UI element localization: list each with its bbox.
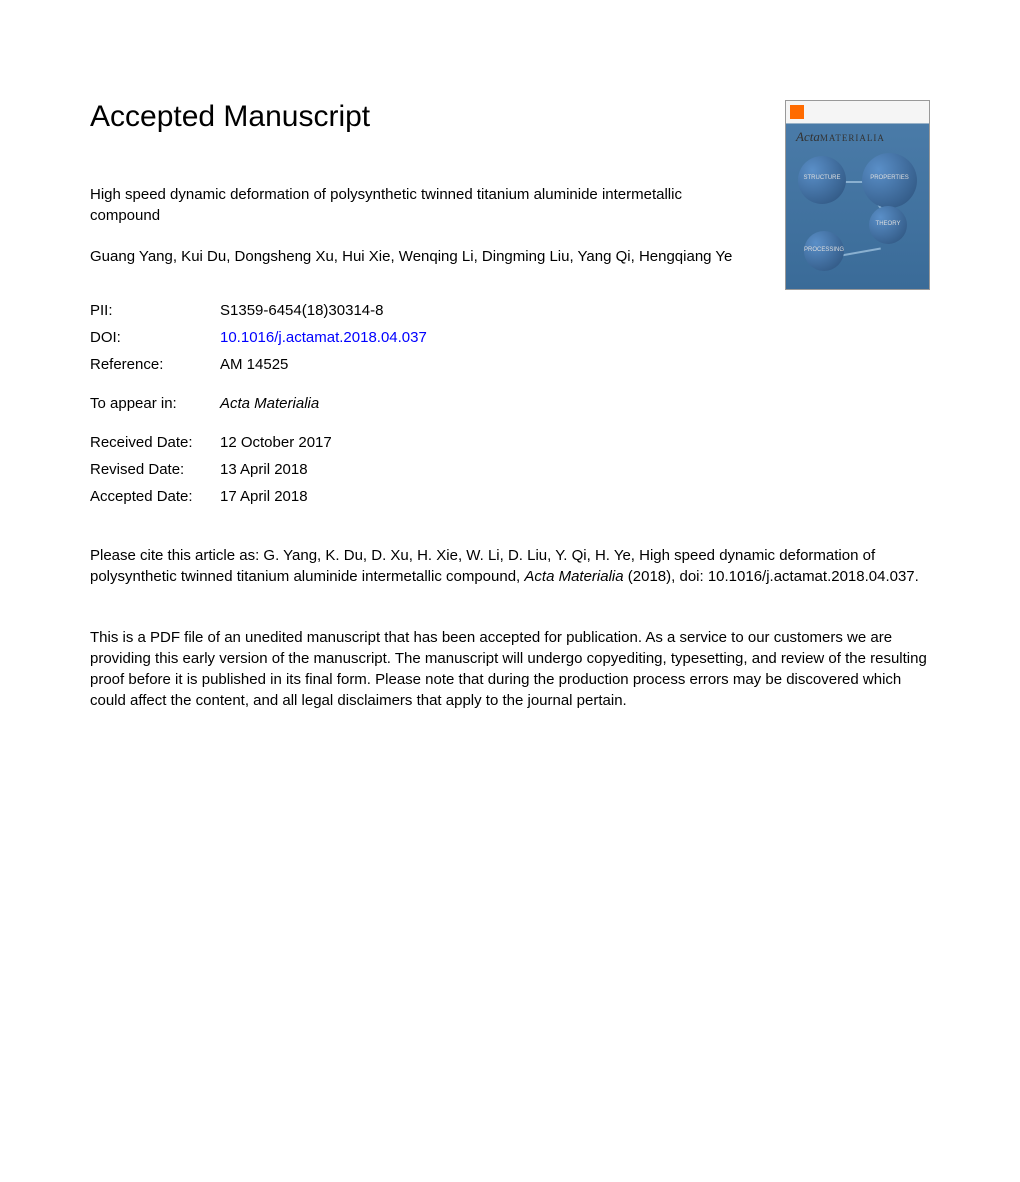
revised-label: Revised Date:	[90, 461, 220, 478]
authors-list: Guang Yang, Kui Du, Dongsheng Xu, Hui Xi…	[90, 246, 810, 267]
doi-label: DOI:	[90, 329, 220, 346]
metadata-section: PII: S1359-6454(18)30314-8 DOI: 10.1016/…	[90, 302, 930, 373]
sphere-label: PROCESSING	[804, 247, 844, 253]
cover-title-caps: MATERIALIA	[820, 133, 885, 143]
citation-text: Please cite this article as: G. Yang, K.…	[90, 545, 930, 587]
cover-header	[786, 101, 929, 123]
metadata-row-accepted: Accepted Date: 17 April 2018	[90, 488, 930, 505]
cover-title-italic: Acta	[796, 129, 820, 144]
metadata-row-revised: Revised Date: 13 April 2018	[90, 461, 930, 478]
metadata-row-reference: Reference: AM 14525	[90, 356, 930, 373]
accepted-value: 17 April 2018	[220, 488, 930, 505]
reference-label: Reference:	[90, 356, 220, 373]
metadata-row-to-appear: To appear in: Acta Materialia	[90, 395, 930, 412]
metadata-section-dates: Received Date: 12 October 2017 Revised D…	[90, 434, 930, 505]
doi-link[interactable]: 10.1016/j.actamat.2018.04.037	[220, 329, 930, 346]
cover-sphere-icon: STRUCTURE	[798, 156, 846, 204]
received-label: Received Date:	[90, 434, 220, 451]
cover-sphere-icon: PROPERTIES	[862, 153, 917, 208]
cover-sphere-icon: THEORY	[869, 206, 907, 244]
reference-value: AM 14525	[220, 356, 930, 373]
accepted-label: Accepted Date:	[90, 488, 220, 505]
disclaimer-text: This is a PDF file of an unedited manusc…	[90, 627, 930, 711]
to-appear-value: Acta Materialia	[220, 395, 930, 412]
citation-suffix: (2018), doi: 10.1016/j.actamat.2018.04.0…	[624, 568, 919, 585]
sphere-label: THEORY	[869, 221, 907, 227]
metadata-section-appear: To appear in: Acta Materialia	[90, 395, 930, 412]
sphere-label: STRUCTURE	[798, 175, 846, 181]
pii-value: S1359-6454(18)30314-8	[220, 302, 930, 319]
revised-value: 13 April 2018	[220, 461, 930, 478]
citation-journal: Acta Materialia	[524, 568, 623, 585]
metadata-row-pii: PII: S1359-6454(18)30314-8	[90, 302, 930, 319]
metadata-row-doi: DOI: 10.1016/j.actamat.2018.04.037	[90, 329, 930, 346]
cover-sphere-icon: PROCESSING	[804, 231, 844, 271]
elsevier-logo-icon	[790, 105, 804, 119]
sphere-label: PROPERTIES	[862, 175, 917, 181]
cover-connector	[841, 248, 881, 257]
cover-journal-title: ActaMATERIALIA	[796, 129, 885, 145]
pii-label: PII:	[90, 302, 220, 319]
received-value: 12 October 2017	[220, 434, 930, 451]
to-appear-label: To appear in:	[90, 395, 220, 412]
article-title: High speed dynamic deformation of polysy…	[90, 184, 730, 226]
metadata-row-received: Received Date: 12 October 2017	[90, 434, 930, 451]
journal-cover-thumbnail: ActaMATERIALIA STRUCTURE PROPERTIES THEO…	[785, 100, 930, 290]
